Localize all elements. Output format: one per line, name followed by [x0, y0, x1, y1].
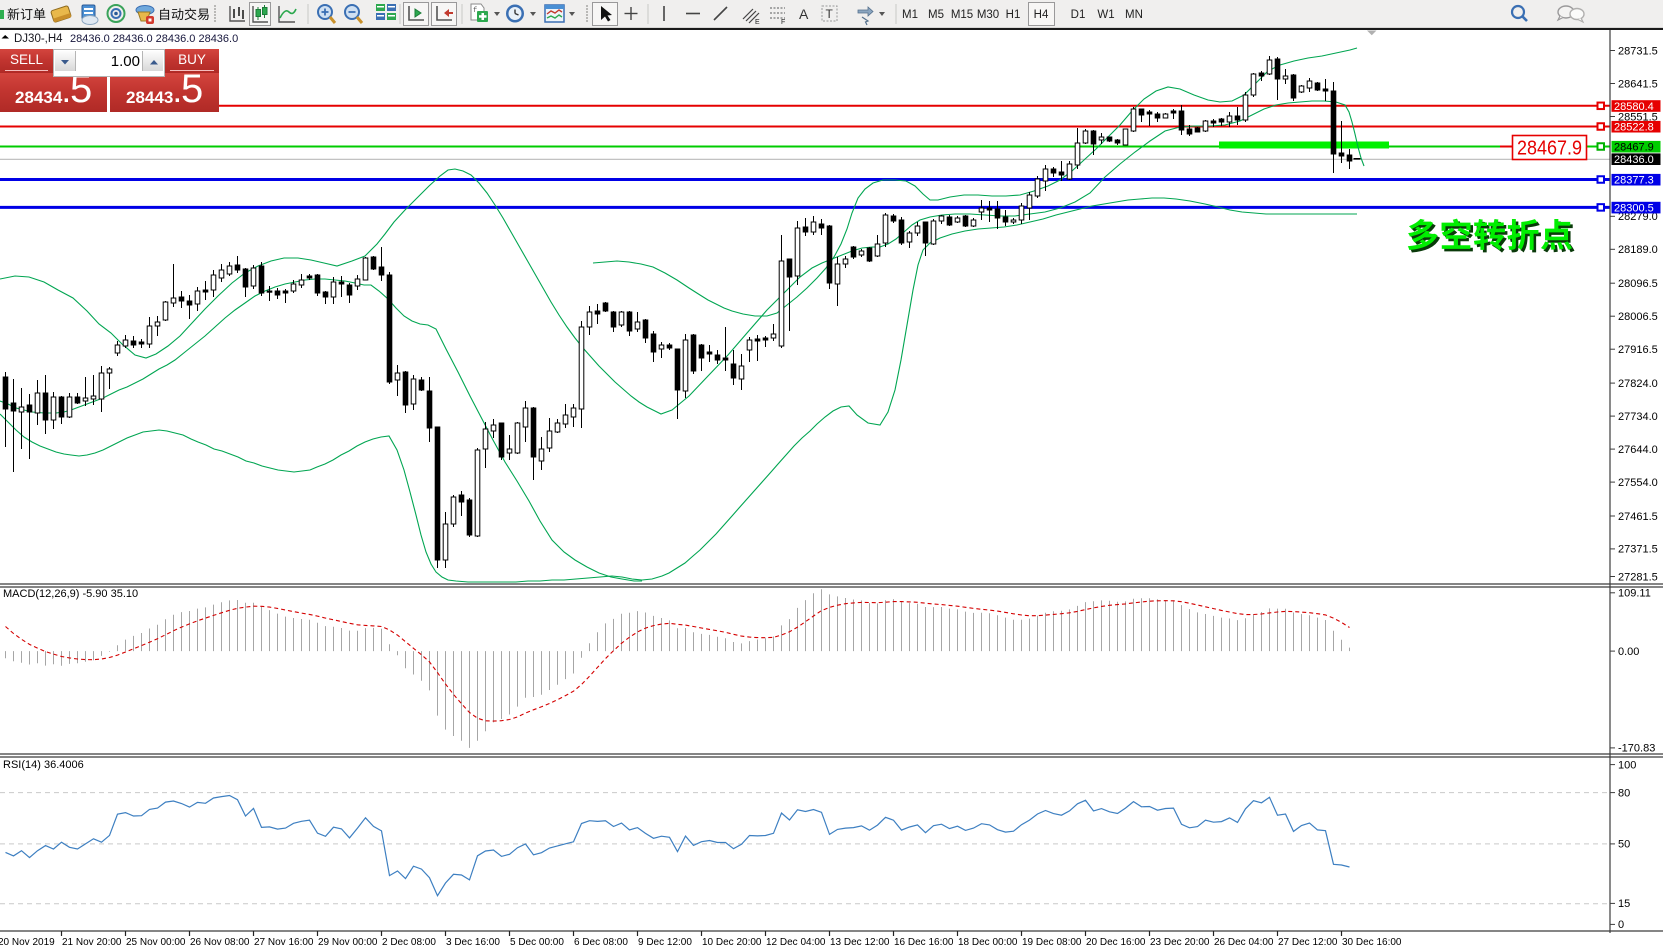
svg-text:27281.5: 27281.5 [1618, 571, 1658, 583]
svg-text:27461.5: 27461.5 [1618, 511, 1658, 523]
svg-text:28522.8: 28522.8 [1614, 122, 1654, 134]
svg-text:30 Dec 16:00: 30 Dec 16:00 [1342, 937, 1402, 948]
svg-text:28279.0: 28279.0 [1618, 211, 1658, 223]
svg-text:A: A [799, 6, 809, 22]
svg-text:28300.5: 28300.5 [1614, 202, 1654, 214]
svg-text:0: 0 [1618, 919, 1624, 931]
svg-text:F: F [781, 19, 785, 26]
svg-text:28580.4: 28580.4 [1614, 101, 1654, 113]
svg-text:27 Dec 12:00: 27 Dec 12:00 [1278, 937, 1338, 948]
svg-text:13 Dec 12:00: 13 Dec 12:00 [830, 937, 890, 948]
svg-text:20 Nov 2019: 20 Nov 2019 [0, 937, 55, 948]
svg-text:H4: H4 [1034, 9, 1049, 21]
svg-text:27554.0: 27554.0 [1618, 477, 1658, 489]
svg-text:M15: M15 [951, 9, 973, 21]
svg-text:29 Nov 00:00: 29 Nov 00:00 [318, 937, 378, 948]
svg-text:M5: M5 [928, 9, 944, 21]
svg-text:MACD(12,26,9) -5.90 35.10: MACD(12,26,9) -5.90 35.10 [3, 588, 138, 600]
svg-text:23 Dec 20:00: 23 Dec 20:00 [1150, 937, 1210, 948]
svg-text:T: T [826, 7, 834, 21]
svg-text:MN: MN [1125, 9, 1143, 21]
svg-text:10 Dec 20:00: 10 Dec 20:00 [702, 937, 762, 948]
svg-text:28096.5: 28096.5 [1618, 278, 1658, 290]
svg-text:12 Dec 04:00: 12 Dec 04:00 [766, 937, 826, 948]
svg-text:-170.83: -170.83 [1618, 743, 1655, 755]
svg-text:W1: W1 [1097, 9, 1114, 21]
svg-text:3 Dec 16:00: 3 Dec 16:00 [446, 937, 500, 948]
svg-text:26 Nov 08:00: 26 Nov 08:00 [190, 937, 250, 948]
svg-text:100: 100 [1618, 759, 1636, 771]
svg-text:6 Dec 08:00: 6 Dec 08:00 [574, 937, 628, 948]
svg-text:28189.0: 28189.0 [1618, 244, 1658, 256]
svg-text:27371.5: 27371.5 [1618, 544, 1658, 556]
svg-text:15: 15 [1618, 898, 1630, 910]
svg-text:D1: D1 [1071, 9, 1086, 21]
svg-text:28641.5: 28641.5 [1618, 78, 1658, 90]
svg-text:27916.5: 27916.5 [1618, 344, 1658, 356]
svg-text:0.00: 0.00 [1618, 646, 1639, 658]
svg-text:20 Dec 16:00: 20 Dec 16:00 [1086, 937, 1146, 948]
svg-text:DJ30-,H4: DJ30-,H4 [14, 33, 63, 45]
svg-text:2 Dec 08:00: 2 Dec 08:00 [382, 937, 436, 948]
svg-text:M30: M30 [977, 9, 999, 21]
svg-text:28731.5: 28731.5 [1618, 45, 1658, 57]
svg-text:26 Dec 04:00: 26 Dec 04:00 [1214, 937, 1274, 948]
svg-text:28377.3: 28377.3 [1614, 175, 1654, 187]
svg-text:25 Nov 00:00: 25 Nov 00:00 [126, 937, 186, 948]
svg-text:19 Dec 08:00: 19 Dec 08:00 [1022, 937, 1082, 948]
svg-text:27644.0: 27644.0 [1618, 444, 1658, 456]
svg-text:109.11: 109.11 [1618, 588, 1651, 600]
svg-text:80: 80 [1618, 787, 1630, 799]
svg-text:50: 50 [1618, 839, 1630, 851]
svg-text:5 Dec 00:00: 5 Dec 00:00 [510, 937, 564, 948]
svg-text:28006.5: 28006.5 [1618, 311, 1658, 323]
svg-text:H1: H1 [1006, 9, 1021, 21]
svg-text:28467.9: 28467.9 [1614, 142, 1654, 154]
svg-text:9 Dec 12:00: 9 Dec 12:00 [638, 937, 692, 948]
svg-text:28467.9: 28467.9 [1517, 137, 1582, 160]
svg-text:18 Dec 00:00: 18 Dec 00:00 [958, 937, 1018, 948]
svg-text:E: E [755, 19, 760, 26]
svg-text:f: f [473, 7, 477, 15]
svg-text:28436.0: 28436.0 [1614, 154, 1654, 166]
svg-text:27 Nov 16:00: 27 Nov 16:00 [254, 937, 314, 948]
svg-text:27824.0: 27824.0 [1618, 378, 1658, 390]
svg-text:28436.0 28436.0 28436.0 28436.: 28436.0 28436.0 28436.0 28436.0 [70, 33, 238, 45]
svg-text:21 Nov 20:00: 21 Nov 20:00 [62, 937, 122, 948]
svg-text:27734.0: 27734.0 [1618, 411, 1658, 423]
svg-text:16 Dec 16:00: 16 Dec 16:00 [894, 937, 954, 948]
svg-text:28551.5: 28551.5 [1618, 111, 1658, 123]
svg-text:RSI(14) 36.4006: RSI(14) 36.4006 [3, 759, 84, 771]
svg-text:M1: M1 [902, 9, 918, 21]
